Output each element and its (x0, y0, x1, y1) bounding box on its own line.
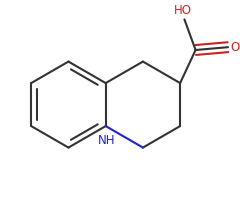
Text: O: O (230, 41, 240, 54)
Text: HO: HO (174, 4, 192, 17)
Text: NH: NH (98, 134, 116, 147)
